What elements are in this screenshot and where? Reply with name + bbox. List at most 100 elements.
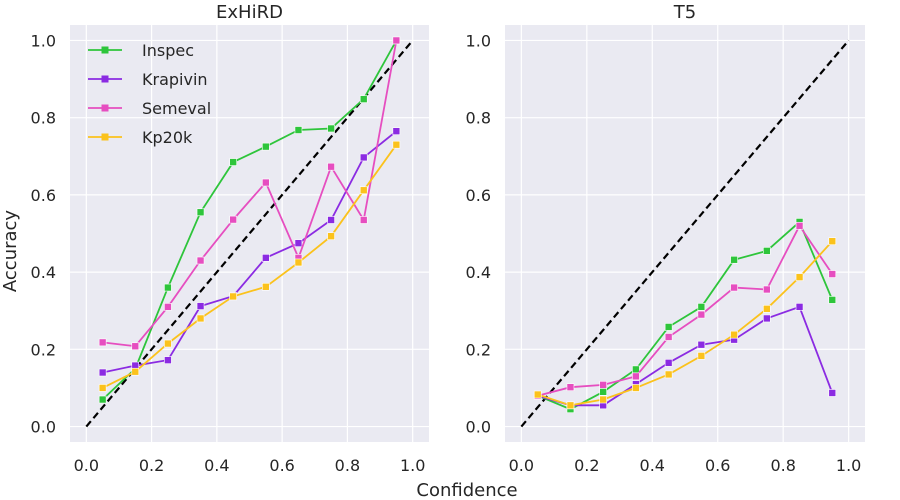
data-point-krapivin: [327, 216, 335, 224]
data-point-kp20k: [262, 282, 270, 291]
data-point-semeval: [392, 36, 401, 45]
legend-entry-label: Krapivin: [142, 70, 208, 89]
data-point-krapivin: [664, 359, 673, 367]
data-point-semeval: [229, 215, 237, 224]
series-line-inspec: [537, 220, 834, 411]
y-axis-label: Accuracy: [0, 210, 21, 293]
x-tick-label: 1.0: [400, 456, 425, 475]
panel-exhird: 0.0 0.2 0.4 0.6 0.8 1.0 0.0 0.2 0.4 0.6 0.8 1.0 ExHi…: [31, 2, 429, 475]
series-line-krapivin: [537, 305, 834, 407]
data-point-kp20k: [196, 314, 205, 323]
data-point-inspec: [294, 126, 303, 134]
data-point-semeval: [359, 216, 368, 224]
data-point-kp20k: [632, 384, 640, 392]
legend-entry-label: Inspec: [142, 41, 194, 60]
data-point-semeval: [599, 381, 607, 389]
data-point-inspec: [828, 296, 837, 304]
x-tick-label: 0.2: [139, 456, 164, 475]
data-point-inspec: [730, 255, 738, 264]
x-tick-label: 0.8: [335, 456, 360, 475]
series-line-semeval: [537, 224, 834, 397]
legend-swatch-marker: [101, 104, 109, 112]
x-tick-label: 0.8: [770, 456, 795, 475]
data-point-inspec: [98, 395, 107, 404]
data-point-kp20k: [98, 384, 107, 392]
data-point-krapivin: [828, 389, 837, 397]
legend-entry-label: Semeval: [142, 99, 211, 118]
data-point-krapivin: [795, 303, 804, 311]
data-point-kp20k: [359, 186, 368, 195]
y-tick-label: 0.2: [31, 340, 56, 359]
data-point-kp20k: [164, 339, 172, 348]
series-line-kp20k: [537, 240, 833, 407]
data-point-semeval: [795, 221, 804, 230]
data-point-krapivin: [359, 153, 368, 162]
y-tick-label: 0.0: [31, 418, 56, 437]
data-point-semeval: [131, 342, 140, 351]
data-point-kp20k: [327, 232, 335, 241]
y-tick-label: 0.0: [466, 418, 491, 437]
data-point-kp20k: [795, 273, 804, 281]
y-tick-label: 0.8: [466, 109, 491, 128]
x-tick-label: 0.0: [74, 456, 99, 475]
x-tick-label: 1.0: [836, 456, 861, 475]
legend-swatch-marker: [101, 46, 109, 54]
data-point-semeval: [566, 383, 575, 391]
data-point-inspec: [763, 247, 771, 255]
data-point-kp20k: [664, 370, 673, 379]
data-point-semeval: [262, 178, 270, 187]
data-point-semeval: [730, 283, 738, 292]
y-tick-label: 0.4: [31, 263, 56, 282]
data-point-krapivin: [196, 302, 205, 310]
series-line-semeval: [102, 40, 398, 348]
y-tick-label: 1.0: [466, 31, 491, 50]
data-point-krapivin: [392, 127, 401, 135]
data-point-kp20k: [533, 390, 542, 399]
data-point-krapivin: [98, 368, 107, 377]
x-tick-label: 0.0: [509, 456, 534, 475]
data-point-inspec: [664, 323, 673, 331]
series-line-inspec: [101, 39, 398, 401]
data-point-inspec: [697, 303, 706, 311]
x-tick-label: 0.2: [574, 456, 599, 475]
data-point-semeval: [164, 303, 172, 311]
x-tick-label: 0.6: [705, 456, 730, 475]
data-point-inspec: [632, 365, 640, 374]
data-point-krapivin: [763, 314, 771, 323]
data-point-inspec: [327, 124, 335, 133]
y-tick-label: 0.2: [466, 340, 491, 359]
perfect-calibration-line: [520, 39, 850, 428]
data-point-semeval: [763, 285, 771, 294]
series-line-kp20k: [102, 144, 398, 389]
data-point-kp20k: [229, 292, 237, 301]
data-point-inspec: [196, 208, 205, 217]
panel-t5: 0.0 0.2 0.4 0.6 0.8 1.0 0.0 0.2 0.4 0.6 0.8 1.0 T5: [466, 2, 865, 475]
legend-swatch-marker: [101, 75, 109, 83]
y-tick-label: 0.6: [31, 186, 56, 205]
data-point-semeval: [632, 372, 640, 381]
data-point-semeval: [327, 162, 335, 171]
data-point-inspec: [229, 158, 237, 166]
data-point-semeval: [98, 338, 107, 347]
data-point-krapivin: [697, 340, 706, 349]
data-point-kp20k: [392, 140, 401, 149]
data-point-inspec: [599, 388, 607, 396]
data-point-kp20k: [566, 401, 575, 410]
x-tick-label: 0.6: [269, 456, 294, 475]
data-point-semeval: [697, 310, 706, 319]
panel-title: ExHiRD: [216, 2, 283, 23]
data-point-krapivin: [164, 356, 172, 364]
x-tick-label: 0.4: [204, 456, 229, 475]
data-point-kp20k: [599, 395, 607, 404]
plot-area: [70, 25, 429, 442]
data-point-kp20k: [697, 352, 706, 360]
data-point-kp20k: [730, 330, 738, 339]
data-point-semeval: [664, 333, 673, 341]
legend: Inspec Krapivin Semeval Kp20k: [88, 41, 211, 147]
legend-entry-label: Kp20k: [142, 128, 193, 147]
data-point-kp20k: [763, 304, 771, 313]
y-tick-label: 0.8: [31, 109, 56, 128]
data-point-kp20k: [294, 258, 303, 267]
data-point-krapivin: [294, 239, 303, 247]
